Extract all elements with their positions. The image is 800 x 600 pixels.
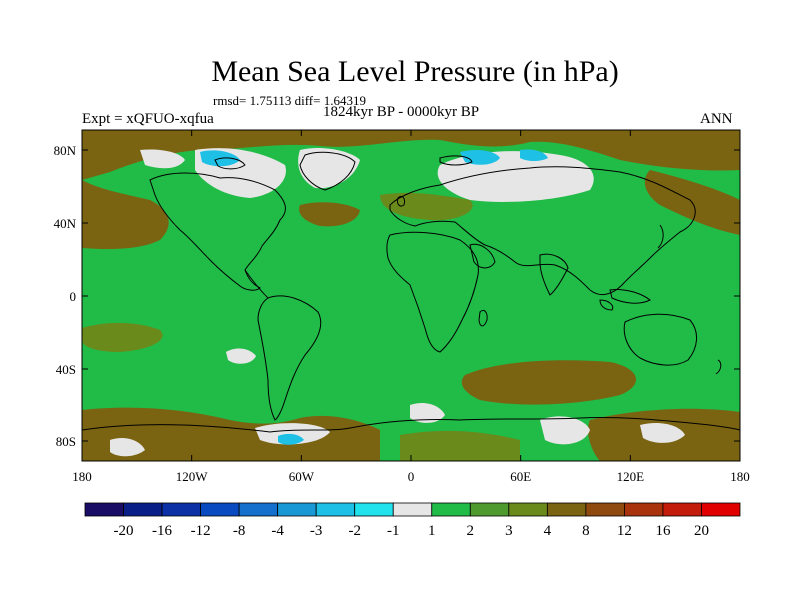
colorbar-swatch — [354, 502, 394, 517]
colorbar-swatch — [277, 502, 317, 517]
lon-tick-label: 120E — [617, 469, 645, 484]
lat-tick-label: 80N — [54, 143, 77, 158]
colorbar-swatch — [431, 502, 471, 517]
colorbar-swatch — [546, 502, 587, 517]
lon-tick-label: 120W — [176, 469, 209, 484]
colorbar-swatch — [238, 502, 279, 517]
longitude-axis: 180 120W 60W 0 60E 120E 180 — [72, 130, 750, 484]
colorbar-label: -1 — [387, 523, 400, 539]
lon-tick-label: 60E — [510, 469, 531, 484]
arctic-cyan-3 — [520, 149, 548, 161]
colorbar-label: 3 — [505, 523, 513, 539]
europe-olive — [380, 192, 473, 221]
lat-tick-label: 40S — [56, 362, 76, 377]
lon-tick-label: 180 — [730, 469, 750, 484]
north-atlantic-brown — [299, 202, 360, 227]
colorbar-label: 2 — [467, 523, 475, 539]
lon-tick-label: 180 — [72, 469, 92, 484]
colorbar-label: -16 — [152, 523, 172, 539]
colorbar-label: 1 — [428, 523, 436, 539]
antarctic-white-4 — [640, 423, 685, 443]
colorbar-swatch — [315, 502, 356, 517]
latitude-axis: 80N 40N 0 40S 80S — [54, 143, 740, 449]
season-label: ANN — [700, 111, 733, 127]
colorbar-label: 12 — [617, 523, 632, 539]
colorbar-swatch — [161, 502, 201, 517]
colorbar-label: -12 — [191, 523, 211, 539]
south-pacific-white — [226, 348, 256, 364]
south-pacific-olive — [82, 322, 163, 352]
arctic-high-pressure-band — [82, 130, 740, 180]
colorbar-label: 4 — [544, 523, 552, 539]
lat-tick-label: 0 — [70, 289, 77, 304]
colorbar-swatch — [701, 502, 741, 517]
lat-tick-label: 40N — [54, 216, 77, 231]
colorbar-label: -2 — [348, 523, 361, 539]
antarctic-white-2 — [540, 416, 590, 445]
southern-ocean-brown — [461, 360, 637, 405]
colorbar-label: 16 — [655, 523, 671, 539]
lon-tick-label: 60W — [289, 469, 315, 484]
ross-sea-white — [255, 423, 330, 445]
colorbar-swatch — [469, 502, 510, 517]
colorbar-label: 8 — [582, 523, 590, 539]
period-label: 1824kyr BP - 0000kyr BP — [323, 104, 480, 120]
siberia-white — [437, 151, 594, 202]
colorbar-swatch — [84, 502, 124, 517]
antarctic-white-1 — [410, 403, 445, 423]
ross-sea-cyan — [278, 433, 304, 445]
colorbar-swatch — [392, 502, 433, 517]
colorbar: -20 -16 -12 -8 -4 -3 -2 -1 1 2 3 4 8 12 16 20 — [84, 502, 741, 539]
colorbar-swatch — [123, 502, 163, 517]
colorbar-label: -4 — [271, 523, 284, 539]
antarctic-brown-band — [82, 407, 380, 461]
greenland-white — [298, 148, 360, 189]
colorbar-label: -3 — [310, 523, 323, 539]
colorbar-swatch — [200, 502, 240, 517]
arctic-cyan-2 — [460, 150, 500, 165]
pacific-north-brown — [82, 180, 169, 250]
colorbar-label: -20 — [114, 523, 134, 539]
lat-tick-label: 80S — [56, 434, 76, 449]
colorbar-swatch — [508, 502, 548, 517]
colorbar-label: 20 — [694, 523, 709, 539]
map-title: Mean Sea Level Pressure (in hPa) — [211, 55, 619, 88]
experiment-label: Expt = xQFUO-xqfua — [82, 111, 214, 127]
antarctic-olive — [400, 430, 520, 461]
stats-label: rmsd= 1.75113 diff= 1.64319 — [213, 93, 366, 108]
antarctic-white-3 — [110, 438, 145, 457]
colorbar-swatch — [585, 502, 625, 517]
arctic-white-west — [140, 149, 185, 169]
colorbar-swatch — [662, 502, 702, 517]
coastlines — [82, 151, 740, 433]
lon-tick-label: 0 — [408, 469, 415, 484]
colorbar-swatch — [624, 502, 664, 517]
colorbar-label: -8 — [233, 523, 246, 539]
